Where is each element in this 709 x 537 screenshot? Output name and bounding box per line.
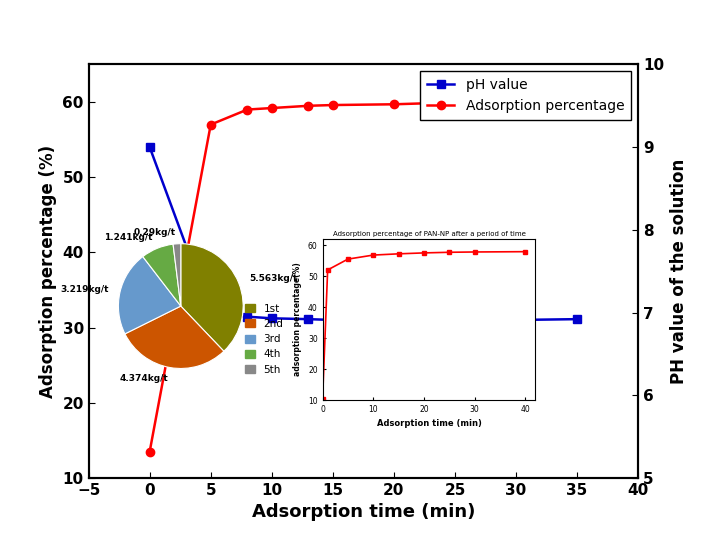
- Adsorption percentage: [267, 105, 276, 111]
- pH value: [145, 144, 154, 150]
- Adsorption percentage: [426, 100, 435, 106]
- Adsorption percentage: [243, 106, 252, 113]
- Y-axis label: adsorption percentage(%): adsorption percentage(%): [294, 263, 303, 376]
- pH value: [206, 309, 215, 316]
- Adsorption percentage: [512, 99, 520, 105]
- pH value: [573, 316, 581, 322]
- Legend: pH value, Adsorption percentage: pH value, Adsorption percentage: [420, 71, 631, 120]
- pH value: [328, 317, 337, 323]
- Adsorption percentage: [206, 121, 215, 128]
- Text: 0.29kg/t: 0.29kg/t: [134, 228, 177, 237]
- pH value: [512, 317, 520, 323]
- X-axis label: Adsorption time (min): Adsorption time (min): [376, 419, 481, 429]
- Line: Adsorption percentage: Adsorption percentage: [145, 97, 581, 456]
- Title: Adsorption percentage of PAN-NP after a period of time: Adsorption percentage of PAN-NP after a …: [333, 231, 525, 237]
- pH value: [475, 317, 484, 323]
- Adsorption percentage: [451, 99, 459, 106]
- Wedge shape: [143, 244, 181, 306]
- Text: 4.374kg/t: 4.374kg/t: [119, 374, 168, 383]
- pH value: [267, 315, 276, 322]
- Adsorption percentage: [390, 101, 398, 107]
- X-axis label: Adsorption time (min): Adsorption time (min): [252, 503, 475, 521]
- pH value: [304, 316, 313, 322]
- Text: 5.563kg/t: 5.563kg/t: [249, 274, 298, 283]
- pH value: [390, 317, 398, 323]
- Legend: 1st, 2nd, 3rd, 4th, 5th: 1st, 2nd, 3rd, 4th, 5th: [240, 300, 288, 379]
- Y-axis label: PH value of the solution: PH value of the solution: [669, 158, 688, 384]
- pH value: [243, 314, 252, 320]
- Adsorption percentage: [573, 98, 581, 105]
- Wedge shape: [118, 257, 181, 334]
- Adsorption percentage: [304, 103, 313, 109]
- Wedge shape: [173, 244, 181, 306]
- Text: 1.241kg/t: 1.241kg/t: [104, 234, 153, 243]
- Y-axis label: Adsorption percentage (%): Adsorption percentage (%): [39, 144, 57, 398]
- Adsorption percentage: [145, 448, 154, 455]
- Text: 3.219kg/t: 3.219kg/t: [60, 285, 109, 294]
- Line: pH value: pH value: [145, 143, 581, 324]
- Adsorption percentage: [475, 99, 484, 106]
- Wedge shape: [181, 244, 243, 351]
- pH value: [426, 317, 435, 323]
- pH value: [451, 317, 459, 323]
- Adsorption percentage: [328, 102, 337, 108]
- Wedge shape: [125, 306, 224, 368]
